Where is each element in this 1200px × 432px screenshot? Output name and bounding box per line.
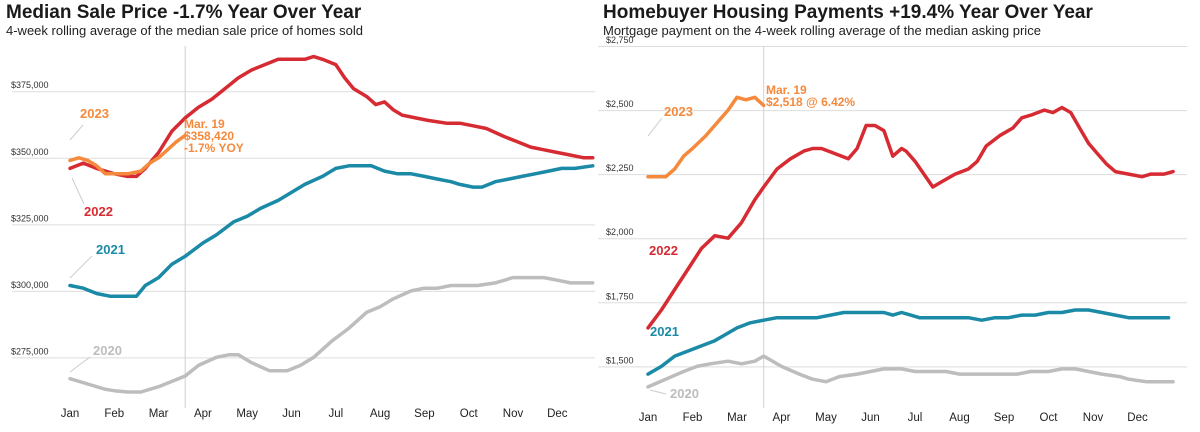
x-tick-label: Sep <box>994 412 1014 424</box>
y-tick-label: $300,000 <box>11 280 49 290</box>
series-label-2021: 2021 <box>650 324 679 339</box>
chart-subtitle: 4-week rolling average of the median sal… <box>6 23 363 38</box>
x-tick-label: Nov <box>1083 412 1104 424</box>
series-line-2022 <box>68 54 595 179</box>
x-tick-label: Aug <box>370 408 390 420</box>
series-label-2020: 2020 <box>670 386 699 401</box>
median-sale-price-chart: $275,000 $300,000 $325,000 $350,000 $375,000… <box>11 46 595 420</box>
series-line-2021 <box>68 164 595 298</box>
chart-subtitle: Mortgage payment on the 4-week rolling a… <box>603 23 1041 38</box>
leader-line <box>71 177 85 205</box>
chart-title: Homebuyer Housing Payments +19.4% Year O… <box>603 2 1093 23</box>
x-tick-label: Feb <box>683 412 703 424</box>
leader-line <box>69 255 93 279</box>
x-tick-label: Apr <box>773 412 791 424</box>
callout-line: Mar. 19 <box>766 83 807 97</box>
x-tick-label: May <box>815 412 837 424</box>
x-tick-label: Jul <box>908 412 923 424</box>
callout-line: -1.7% YOY <box>184 141 244 155</box>
y-tick-label: $2,250 <box>606 163 634 173</box>
x-tick-label: May <box>236 408 258 420</box>
y-tick-label: $2,500 <box>606 99 634 109</box>
series-line-2022 <box>646 105 1175 330</box>
series-line-2020 <box>646 354 1175 389</box>
series-line-2023 <box>68 133 187 176</box>
x-tick-label: Dec <box>547 408 568 420</box>
y-tick-label: $2,750 <box>606 35 634 45</box>
series-label-2023: 2023 <box>664 104 693 119</box>
leader-line <box>69 124 84 141</box>
x-tick-label: Jun <box>282 408 301 420</box>
x-tick-label: Aug <box>949 412 969 424</box>
y-tick-label: $1,500 <box>606 355 634 365</box>
leader-line <box>69 356 91 373</box>
leader-line <box>647 117 663 137</box>
x-tick-label: Mar <box>727 412 747 424</box>
callout-line: Mar. 19 <box>184 117 225 131</box>
series-label-2022: 2022 <box>84 204 113 219</box>
series-line-2021 <box>646 308 1171 376</box>
median-sale-price-panel: Median Sale Price -1.7% Year Over Year 4… <box>6 2 595 420</box>
x-tick-label: Jan <box>639 412 658 424</box>
series-label-2021: 2021 <box>96 242 125 257</box>
x-tick-label: Sep <box>414 408 434 420</box>
housing-payments-chart: $1,500 $1,750 $2,000 $2,250 $2,500 $2,750 Jan F… <box>598 35 1187 424</box>
callout-line: $2,518 @ 6.42% <box>766 95 855 109</box>
x-tick-label: Dec <box>1127 412 1148 424</box>
series-line-2020 <box>68 275 595 394</box>
x-tick-label: Apr <box>194 408 212 420</box>
series-line-2023 <box>646 95 766 179</box>
x-tick-label: Oct <box>460 408 479 420</box>
x-tick-label: Mar <box>149 408 169 420</box>
x-tick-label: Feb <box>104 408 124 420</box>
chart-title: Median Sale Price -1.7% Year Over Year <box>6 2 362 23</box>
y-tick-label: $1,750 <box>606 291 634 301</box>
leader-line <box>649 389 667 395</box>
y-tick-label: $2,000 <box>606 227 634 237</box>
x-tick-label: Jul <box>328 408 343 420</box>
series-label-2020: 2020 <box>93 343 122 358</box>
y-tick-label: $275,000 <box>11 346 49 356</box>
x-tick-label: Jan <box>61 408 80 420</box>
y-tick-label: $325,000 <box>11 213 49 223</box>
callout-line: $358,420 <box>184 129 234 143</box>
x-tick-label: Oct <box>1040 412 1059 424</box>
y-tick-label: $350,000 <box>11 147 49 157</box>
y-tick-label: $375,000 <box>11 80 49 90</box>
housing-payments-panel: Homebuyer Housing Payments +19.4% Year O… <box>598 0 1200 432</box>
series-label-2022: 2022 <box>649 243 678 258</box>
x-tick-label: Nov <box>503 408 524 420</box>
series-label-2023: 2023 <box>80 106 109 121</box>
x-tick-label: Jun <box>861 412 880 424</box>
